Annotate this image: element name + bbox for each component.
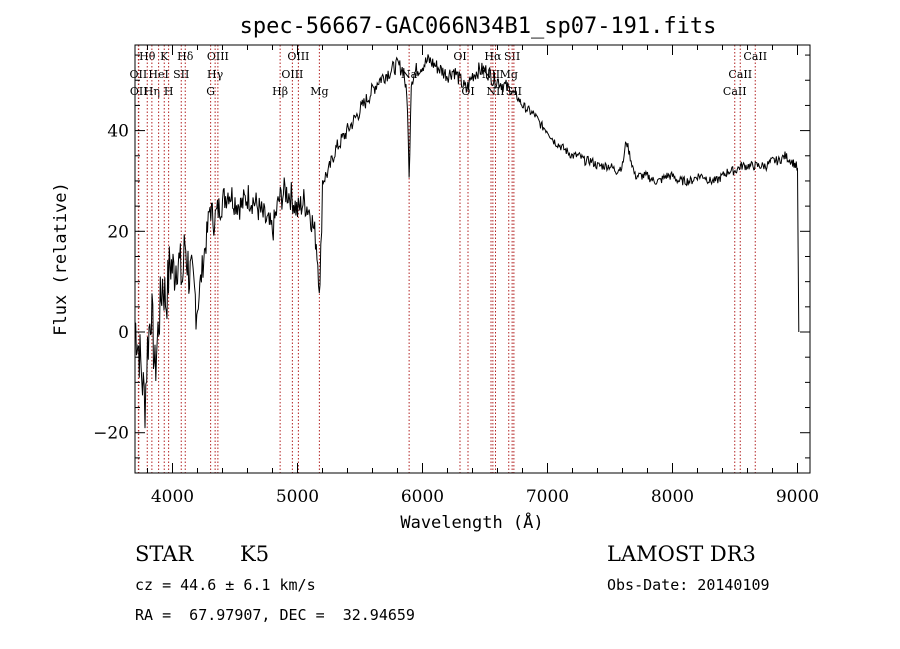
x-axis-label: Wavelength (Å) (400, 511, 543, 533)
y-tick-label: 20 (107, 222, 129, 242)
line-marker-label: CaII (728, 68, 752, 81)
x-tick-label: 8000 (651, 487, 694, 507)
line-marker-label: OII (130, 85, 148, 98)
line-markers: HθOIIOIIHηHeIKSIIHHδOIIIHγGHβOIIIOIIIMgN… (130, 45, 767, 473)
x-tick-label: 4000 (151, 487, 194, 507)
line-marker-label: Mg (500, 68, 518, 81)
y-axis: −20 0 20 40 (93, 54, 810, 459)
redshift-text: cz = 44.6 ± 6.1 km/s (135, 576, 316, 594)
plot-frame (134, 44, 811, 474)
x-axis: 4000 5000 6000 7000 8000 9000 (147, 45, 819, 507)
line-marker-label: Hη (144, 85, 160, 98)
x-tick-label: 6000 (401, 487, 444, 507)
y-tick-label: 0 (118, 323, 129, 343)
chart-title: spec-56667-GAC066N34B1_sp07-191.fits (240, 14, 717, 39)
line-marker-label: OIII (207, 50, 229, 63)
line-marker-label: G (206, 85, 215, 98)
line-marker-label: OIII (281, 68, 303, 81)
line-marker-label: CaII (723, 85, 747, 98)
x-tick-label: 9000 (776, 487, 819, 507)
line-marker-label: SII (173, 68, 189, 81)
line-marker-label: OIII (287, 50, 309, 63)
y-tick-label: −20 (93, 424, 129, 444)
object-class: STAR (135, 542, 194, 566)
y-tick-label: 40 (107, 122, 129, 142)
line-marker-label: Hγ (207, 68, 224, 81)
line-marker-label: OI (461, 85, 474, 98)
survey-name: LAMOST DR3 (607, 542, 756, 566)
spectrum-series-line (134, 54, 800, 429)
line-marker-label: K (160, 50, 169, 63)
line-marker-label: H (164, 85, 174, 98)
obs-date: Obs-Date: 20140109 (607, 576, 770, 594)
object-subclass: K5 (240, 542, 269, 566)
y-axis-label: Flux (relative) (51, 182, 71, 336)
line-marker-label: NII (486, 85, 504, 98)
line-marker-label: Hδ (177, 50, 194, 63)
x-tick-label: 5000 (276, 487, 319, 507)
line-marker-label: Hβ (272, 85, 288, 98)
coordinates: RA = 67.97907, DEC = 32.94659 (135, 606, 415, 624)
line-marker-label: Hθ (139, 50, 156, 63)
line-marker-label: SII (504, 50, 520, 63)
line-marker-label: CaII (743, 50, 767, 63)
line-marker-label: HeI (148, 68, 168, 81)
line-marker-label: OI (453, 50, 466, 63)
x-tick-label: 7000 (526, 487, 569, 507)
line-marker-label: Mg (310, 85, 328, 98)
line-marker-label: Hα (484, 50, 502, 63)
